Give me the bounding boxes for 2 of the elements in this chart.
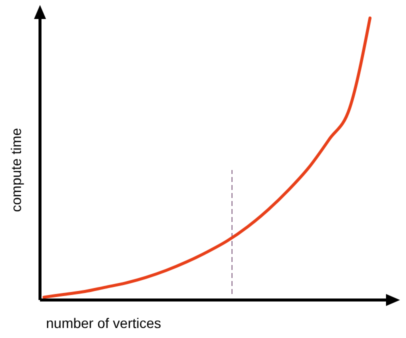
x-axis-title: number of vertices — [46, 315, 162, 331]
y-axis-title: compute time — [8, 128, 24, 212]
